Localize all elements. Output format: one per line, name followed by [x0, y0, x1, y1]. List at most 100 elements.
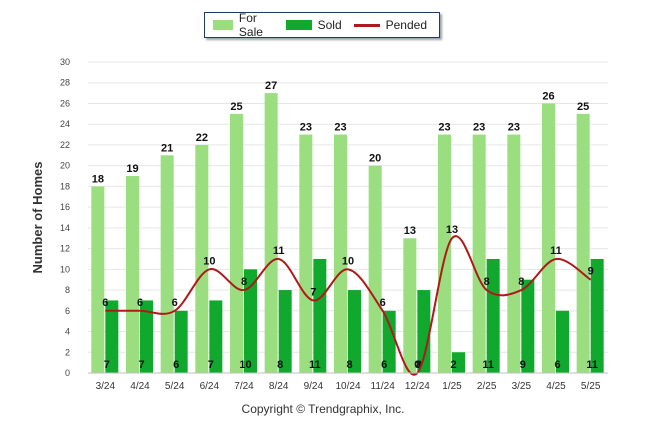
y-tick-label: 4 [65, 327, 70, 337]
bar-for-sale [126, 176, 139, 373]
bar-for-sale [195, 144, 209, 373]
x-tick-label: 6/24 [200, 381, 220, 392]
data-label-sold: 8 [346, 359, 352, 371]
x-tick-label: 5/25 [581, 381, 601, 392]
x-tick-label: 1/25 [442, 381, 462, 392]
bar-sold [140, 300, 153, 373]
data-label-pended: 9 [588, 266, 594, 278]
legend-label-sold: Sold [317, 18, 342, 32]
x-tick-label: 5/24 [165, 381, 185, 392]
x-tick-label: 4/24 [130, 381, 150, 392]
bar-sold [521, 279, 535, 373]
data-label-pended: 6 [380, 297, 386, 309]
legend-item-for-sale[interactable]: For Sale [213, 11, 274, 39]
data-label-for-sale: 19 [126, 163, 138, 175]
x-tick-label: 4/25 [546, 381, 566, 392]
data-label-for-sale: 26 [542, 90, 554, 102]
for-sale-swatch [213, 20, 233, 30]
y-tick-label: 22 [60, 140, 70, 150]
data-label-sold: 7 [138, 359, 144, 371]
bar-for-sale [264, 93, 278, 373]
bar-for-sale [403, 238, 417, 373]
y-tick-label: 16 [60, 202, 70, 212]
y-tick-label: 12 [60, 244, 70, 254]
y-tick-label: 28 [60, 78, 70, 88]
data-label-pended: 6 [172, 297, 178, 309]
y-tick-label: 20 [60, 161, 70, 171]
x-tick-label: 10/24 [335, 381, 360, 392]
data-label-for-sale: 25 [577, 101, 589, 113]
x-tick-label: 8/24 [269, 381, 289, 392]
legend-label-pended: Pended [385, 18, 427, 32]
bar-sold [348, 290, 361, 373]
bar-for-sale [472, 134, 486, 373]
data-label-for-sale: 22 [196, 132, 208, 144]
data-label-pended: 0 [414, 359, 420, 371]
data-label-sold: 9 [520, 359, 526, 371]
legend-item-sold[interactable]: Sold [285, 18, 342, 32]
data-label-for-sale: 27 [265, 80, 277, 92]
data-label-for-sale: 18 [92, 173, 104, 185]
data-label-sold: 8 [416, 359, 422, 371]
copyright-text: Copyright © Trendgraphix, Inc. [241, 402, 405, 416]
bar-for-sale [507, 134, 521, 373]
bar-sold [244, 269, 257, 373]
x-tick-label: 2/25 [477, 381, 497, 392]
bar-sold [382, 310, 396, 373]
line-pended [105, 235, 592, 376]
bar-sold [590, 258, 604, 373]
data-label-pended: 11 [273, 245, 285, 257]
y-tick-label: 18 [60, 181, 70, 191]
data-label-sold: 10 [239, 359, 251, 371]
data-label-pended: 8 [518, 276, 524, 288]
data-label-sold: 11 [309, 359, 321, 371]
data-label-pended: 8 [241, 276, 247, 288]
x-tick-label: 7/24 [234, 381, 254, 392]
legend: For Sale Sold Pended [204, 11, 440, 39]
bar-sold [174, 310, 188, 373]
y-tick-label: 2 [65, 347, 70, 357]
bar-for-sale [438, 134, 451, 373]
data-label-for-sale: 23 [438, 122, 450, 134]
data-label-sold: 7 [104, 359, 110, 371]
data-label-for-sale: 23 [334, 122, 346, 134]
y-tick-label: 10 [60, 264, 70, 274]
bar-sold [452, 352, 465, 373]
bar-for-sale [230, 113, 243, 373]
data-label-for-sale: 23 [508, 122, 520, 134]
x-tick-label: 11/24 [371, 381, 396, 392]
y-tick-label: 30 [60, 57, 70, 67]
data-label-for-sale: 13 [404, 225, 416, 237]
data-label-for-sale: 21 [161, 142, 173, 154]
bar-for-sale [368, 165, 382, 373]
data-label-pended: 10 [342, 255, 354, 267]
data-label-sold: 6 [554, 359, 560, 371]
x-tick-label: 9/24 [304, 381, 324, 392]
bar-for-sale [576, 113, 590, 373]
bar-for-sale [542, 103, 555, 373]
bar-sold [278, 290, 292, 373]
data-label-pended: 13 [446, 224, 458, 236]
y-tick-label: 8 [65, 285, 70, 295]
data-label-pended: 8 [484, 276, 490, 288]
bar-sold [556, 310, 569, 373]
data-label-pended: 11 [550, 245, 562, 257]
bar-for-sale [299, 134, 313, 373]
y-tick-label: 26 [60, 98, 70, 108]
data-label-pended: 6 [102, 297, 108, 309]
x-tick-label: 3/24 [96, 381, 116, 392]
data-label-sold: 11 [482, 359, 494, 371]
sold-swatch [285, 20, 312, 30]
data-label-for-sale: 25 [230, 101, 242, 113]
pended-swatch [353, 23, 380, 27]
bar-for-sale [160, 155, 174, 373]
data-label-sold: 7 [208, 359, 214, 371]
x-tick-label: 3/25 [512, 381, 532, 392]
bar-sold [105, 300, 119, 373]
bar-for-sale [91, 186, 105, 373]
x-tick-label: 12/24 [405, 381, 430, 392]
data-label-sold: 6 [173, 359, 179, 371]
legend-item-pended[interactable]: Pended [353, 18, 427, 32]
data-label-for-sale: 20 [369, 153, 381, 165]
